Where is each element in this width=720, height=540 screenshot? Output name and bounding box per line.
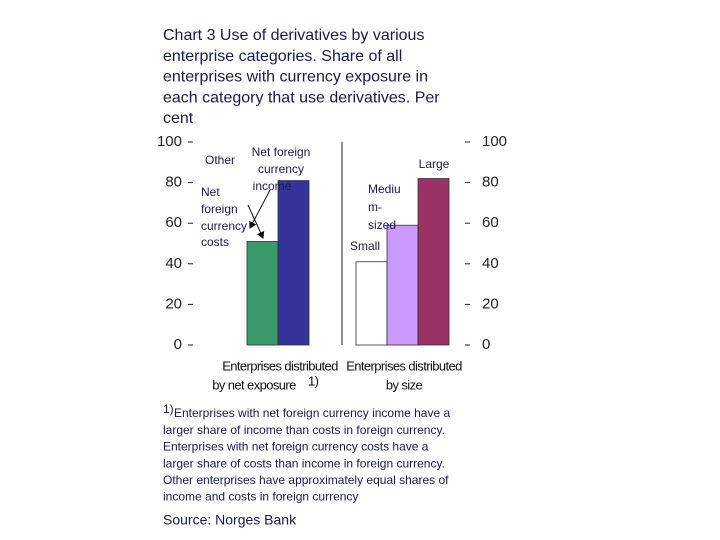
y2-tick-label: 80 xyxy=(482,174,499,191)
y2-tick-label: 60 xyxy=(482,214,499,231)
x-label: by size xyxy=(386,377,423,392)
bar-label: Small xyxy=(350,239,380,253)
bar-label: m- xyxy=(368,200,382,214)
title-line: enterprise categories. Share of all xyxy=(163,48,402,65)
source: Source: Norges Bank xyxy=(163,512,297,528)
y-tick-label: 40 xyxy=(165,255,182,272)
y-tick-label: 60 xyxy=(165,214,182,231)
bar-label: Large xyxy=(419,157,450,171)
plot: 0 20 40 60 80 100 0 20 40 60 80 100 xyxy=(157,133,507,353)
x-label-sup: 1) xyxy=(308,373,319,388)
bar-label: currency xyxy=(201,219,247,233)
bar-label: currency xyxy=(258,162,304,176)
title-line: Chart 3 Use of derivatives by various xyxy=(163,27,424,44)
bar xyxy=(355,261,388,346)
y2-tick-label: 40 xyxy=(482,255,499,272)
x-label: by net exposure xyxy=(212,377,296,392)
y2-tick-label: 20 xyxy=(482,295,499,312)
y2-tick-label: 0 xyxy=(482,336,490,353)
footnote-line: income and costs in foreign currency xyxy=(163,490,358,504)
bar-label: income xyxy=(253,179,292,193)
footnote-line: Enterprises with net foreign currency in… xyxy=(174,406,450,420)
bar-label: costs xyxy=(201,235,229,249)
y-tick-label: 20 xyxy=(165,295,182,312)
x-label: Enterprises distributed xyxy=(346,358,462,373)
bar-label: Net foreign xyxy=(252,145,311,159)
bar-label: Other xyxy=(205,153,235,167)
bar xyxy=(417,178,450,346)
title-line: enterprises with currency exposure in xyxy=(163,69,428,86)
footnote-line: Other enterprises have approximately equ… xyxy=(163,473,449,487)
y2-tick-label: 100 xyxy=(482,133,507,150)
chart-title: Chart 3 Use of derivatives by various ent… xyxy=(163,27,440,127)
footnote-line: Enterprises with net foreign currency co… xyxy=(163,440,429,454)
arrow xyxy=(247,204,265,239)
x-label: Enterprises distributed xyxy=(222,358,338,373)
bar-label: Mediu xyxy=(368,182,401,196)
y-tick-label: 0 xyxy=(174,336,182,353)
y-tick-label: 100 xyxy=(157,133,182,150)
bar xyxy=(277,180,310,346)
title-line: cent xyxy=(163,110,194,127)
arrow xyxy=(249,189,271,229)
bar xyxy=(386,224,419,346)
y-tick-label: 80 xyxy=(165,174,182,191)
footnote-marker: 1) xyxy=(163,402,174,416)
bar-label: Net xyxy=(201,185,220,199)
footnote: Enterprises with net foreign currency in… xyxy=(163,406,450,504)
bar-label: foreign xyxy=(201,202,238,216)
bar xyxy=(246,241,279,346)
bar-label: sized xyxy=(368,218,396,232)
title-line: each category that use derivatives. Per xyxy=(163,89,440,106)
footnote-line: larger share of costs than income in for… xyxy=(163,456,445,470)
footnote-line: larger share of income than costs in for… xyxy=(163,423,445,437)
